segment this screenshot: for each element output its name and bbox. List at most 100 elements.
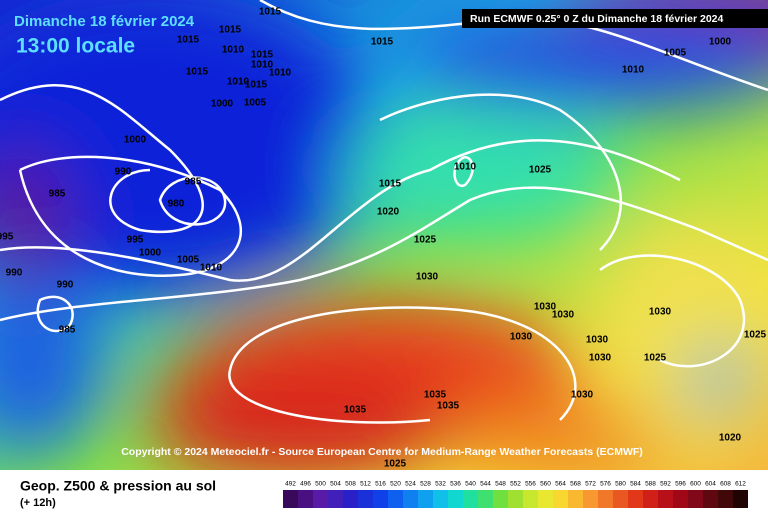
isobar-label: 1010 [222,45,245,56]
isobar-label: 1030 [552,310,575,321]
isobar-label: 1010 [227,77,250,88]
legend-label: 560 [540,481,551,488]
isobar-label: 1015 [177,35,200,46]
isobar-label: 985 [185,177,202,188]
legend-label: 500 [315,481,326,488]
isobar-label: 1035 [344,405,367,416]
legend-swatch [643,490,658,508]
isobar-label: 1000 [709,37,732,48]
isobar-label: 1010 [454,162,477,173]
isobar-label: 1025 [414,235,437,246]
legend-label: 572 [585,481,596,488]
legend-swatch [373,490,388,508]
legend-label: 540 [465,481,476,488]
legend-swatch [433,490,448,508]
legend-label: 600 [690,481,701,488]
isobar-label: 1005 [244,98,267,109]
isobar-label: 1005 [664,48,687,59]
isobar-label: 1030 [589,353,612,364]
legend-swatch [718,490,733,508]
footer-title: Geop. Z500 & pression au sol [20,478,216,494]
isobar-label: 995 [127,235,144,246]
legend-label: 596 [675,481,686,488]
isobar-label: 1020 [377,207,400,218]
legend-swatch [628,490,643,508]
legend-swatch [703,490,718,508]
isobar-label: 1035 [424,390,447,401]
legend-swatch [343,490,358,508]
isobar-label: 1015 [371,37,394,48]
isobar-label: 1010 [269,68,292,79]
isobars [0,0,768,423]
isobar-label: 1000 [139,248,162,259]
legend-swatch [583,490,598,508]
isobar-label: 990 [57,280,74,291]
isobar-label: 1005 [177,255,200,266]
legend-label: 544 [480,481,491,488]
legend-label: 532 [435,481,446,488]
legend-swatch [508,490,523,508]
isobar-label: 1015 [259,7,282,18]
isobar-label: 1025 [529,165,552,176]
isobar-label: 1030 [534,302,557,313]
time-label: 13:00 locale [16,35,135,58]
isobar-label: 985 [59,325,76,336]
legend-label: 564 [555,481,566,488]
run-box [462,9,768,28]
legend-swatch [418,490,433,508]
isobar-label: 1015 [251,50,274,61]
legend-swatch [313,490,328,508]
run-label: Run ECMWF 0.25° 0 Z du Dimanche 18 févri… [470,13,724,25]
isobar-label: 1025 [384,459,407,470]
isobar-label: 1015 [245,80,268,91]
isobar-label: 980 [168,199,185,210]
legend-label: 548 [495,481,506,488]
legend-swatch [613,490,628,508]
legend-label: 580 [615,481,626,488]
isobar-label: 1030 [571,390,594,401]
isobar-label: 1015 [219,25,242,36]
date-label: Dimanche 18 février 2024 [14,13,195,30]
legend-label: 536 [450,481,461,488]
isobar-label: 995 [0,232,14,243]
isobar-label: 1010 [251,60,274,71]
legend-label: 568 [570,481,581,488]
isobar-label: 1025 [744,330,767,341]
legend-swatch [388,490,403,508]
legend-swatch [733,490,748,508]
isobar-label: 1015 [379,179,402,190]
legend-label: 588 [645,481,656,488]
legend-swatch [673,490,688,508]
legend-label: 516 [375,481,386,488]
isobar-label: 985 [49,189,66,200]
legend-swatch [658,490,673,508]
legend-label: 524 [405,481,416,488]
isobar-label: 1000 [124,135,147,146]
legend-label: 608 [720,481,731,488]
legend-swatch [328,490,343,508]
legend-swatch [523,490,538,508]
legend-label: 504 [330,481,341,488]
isobar-label: 1030 [649,307,672,318]
legend-swatch [478,490,493,508]
legend-label: 584 [630,481,641,488]
legend-swatch [283,490,298,508]
legend-label: 592 [660,481,671,488]
legend-swatch [538,490,553,508]
isobar-label: 1030 [510,332,533,343]
legend-swatch [493,490,508,508]
legend-swatch [568,490,583,508]
isobar-label: 1015 [186,67,209,78]
legend-label: 576 [600,481,611,488]
legend-swatch [403,490,418,508]
copyright: Copyright © 2024 Meteociel.fr - Source E… [121,446,643,458]
legend-label: 528 [420,481,431,488]
legend-swatch [298,490,313,508]
color-legend: 492 496 500 504 508 512 516 520 524 528 532 536 540 5… [283,481,748,508]
legend-swatch [688,490,703,508]
legend-label: 552 [510,481,521,488]
legend-label: 512 [360,481,371,488]
legend-swatch [358,490,373,508]
isobar-label: 1030 [586,335,609,346]
